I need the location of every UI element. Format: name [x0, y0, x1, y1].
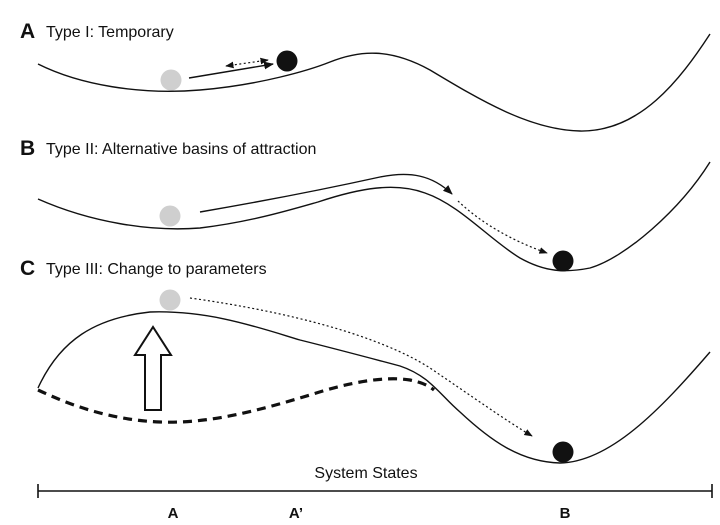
panel-c: C Type III: Change to parameters	[20, 257, 711, 464]
axis-tick-b: B	[560, 505, 571, 522]
axis-tick-a-prime: A’	[289, 505, 303, 522]
panel-b-push-path	[199, 173, 453, 213]
panel-a-letter: A	[20, 20, 35, 43]
panel-a: A Type I: Temporary	[20, 20, 711, 132]
panel-a-black-ball	[276, 50, 298, 72]
panel-a-title: Type I: Temporary	[46, 24, 174, 41]
panel-b-landscape-curve	[37, 161, 711, 272]
axis-tick-a: A	[168, 505, 179, 522]
panel-c-gray-ball	[159, 289, 181, 311]
axis-label: System States	[314, 465, 417, 482]
panel-b: B Type II: Alternative basins of attract…	[20, 137, 711, 272]
system-states-axis: System States A A’ B	[37, 465, 713, 522]
panel-a-return-arrow	[225, 57, 269, 69]
panel-c-letter: C	[20, 257, 35, 280]
parameter-change-up-arrow-icon	[133, 325, 173, 411]
panel-c-original-landscape-curve	[37, 377, 436, 424]
panel-c-new-landscape-curve	[37, 311, 711, 464]
panel-a-push-arrow	[188, 61, 274, 79]
panel-b-roll-path	[457, 200, 548, 254]
panel-c-black-ball	[552, 441, 574, 463]
panel-b-title: Type II: Alternative basins of attractio…	[46, 141, 316, 158]
panel-b-black-ball	[552, 250, 574, 272]
panel-b-gray-ball	[159, 205, 181, 227]
panel-b-letter: B	[20, 137, 35, 160]
panel-c-title: Type III: Change to parameters	[46, 261, 267, 278]
panel-c-roll-path	[189, 297, 533, 437]
panel-a-gray-ball	[160, 69, 182, 91]
panel-a-landscape-curve	[37, 33, 711, 132]
